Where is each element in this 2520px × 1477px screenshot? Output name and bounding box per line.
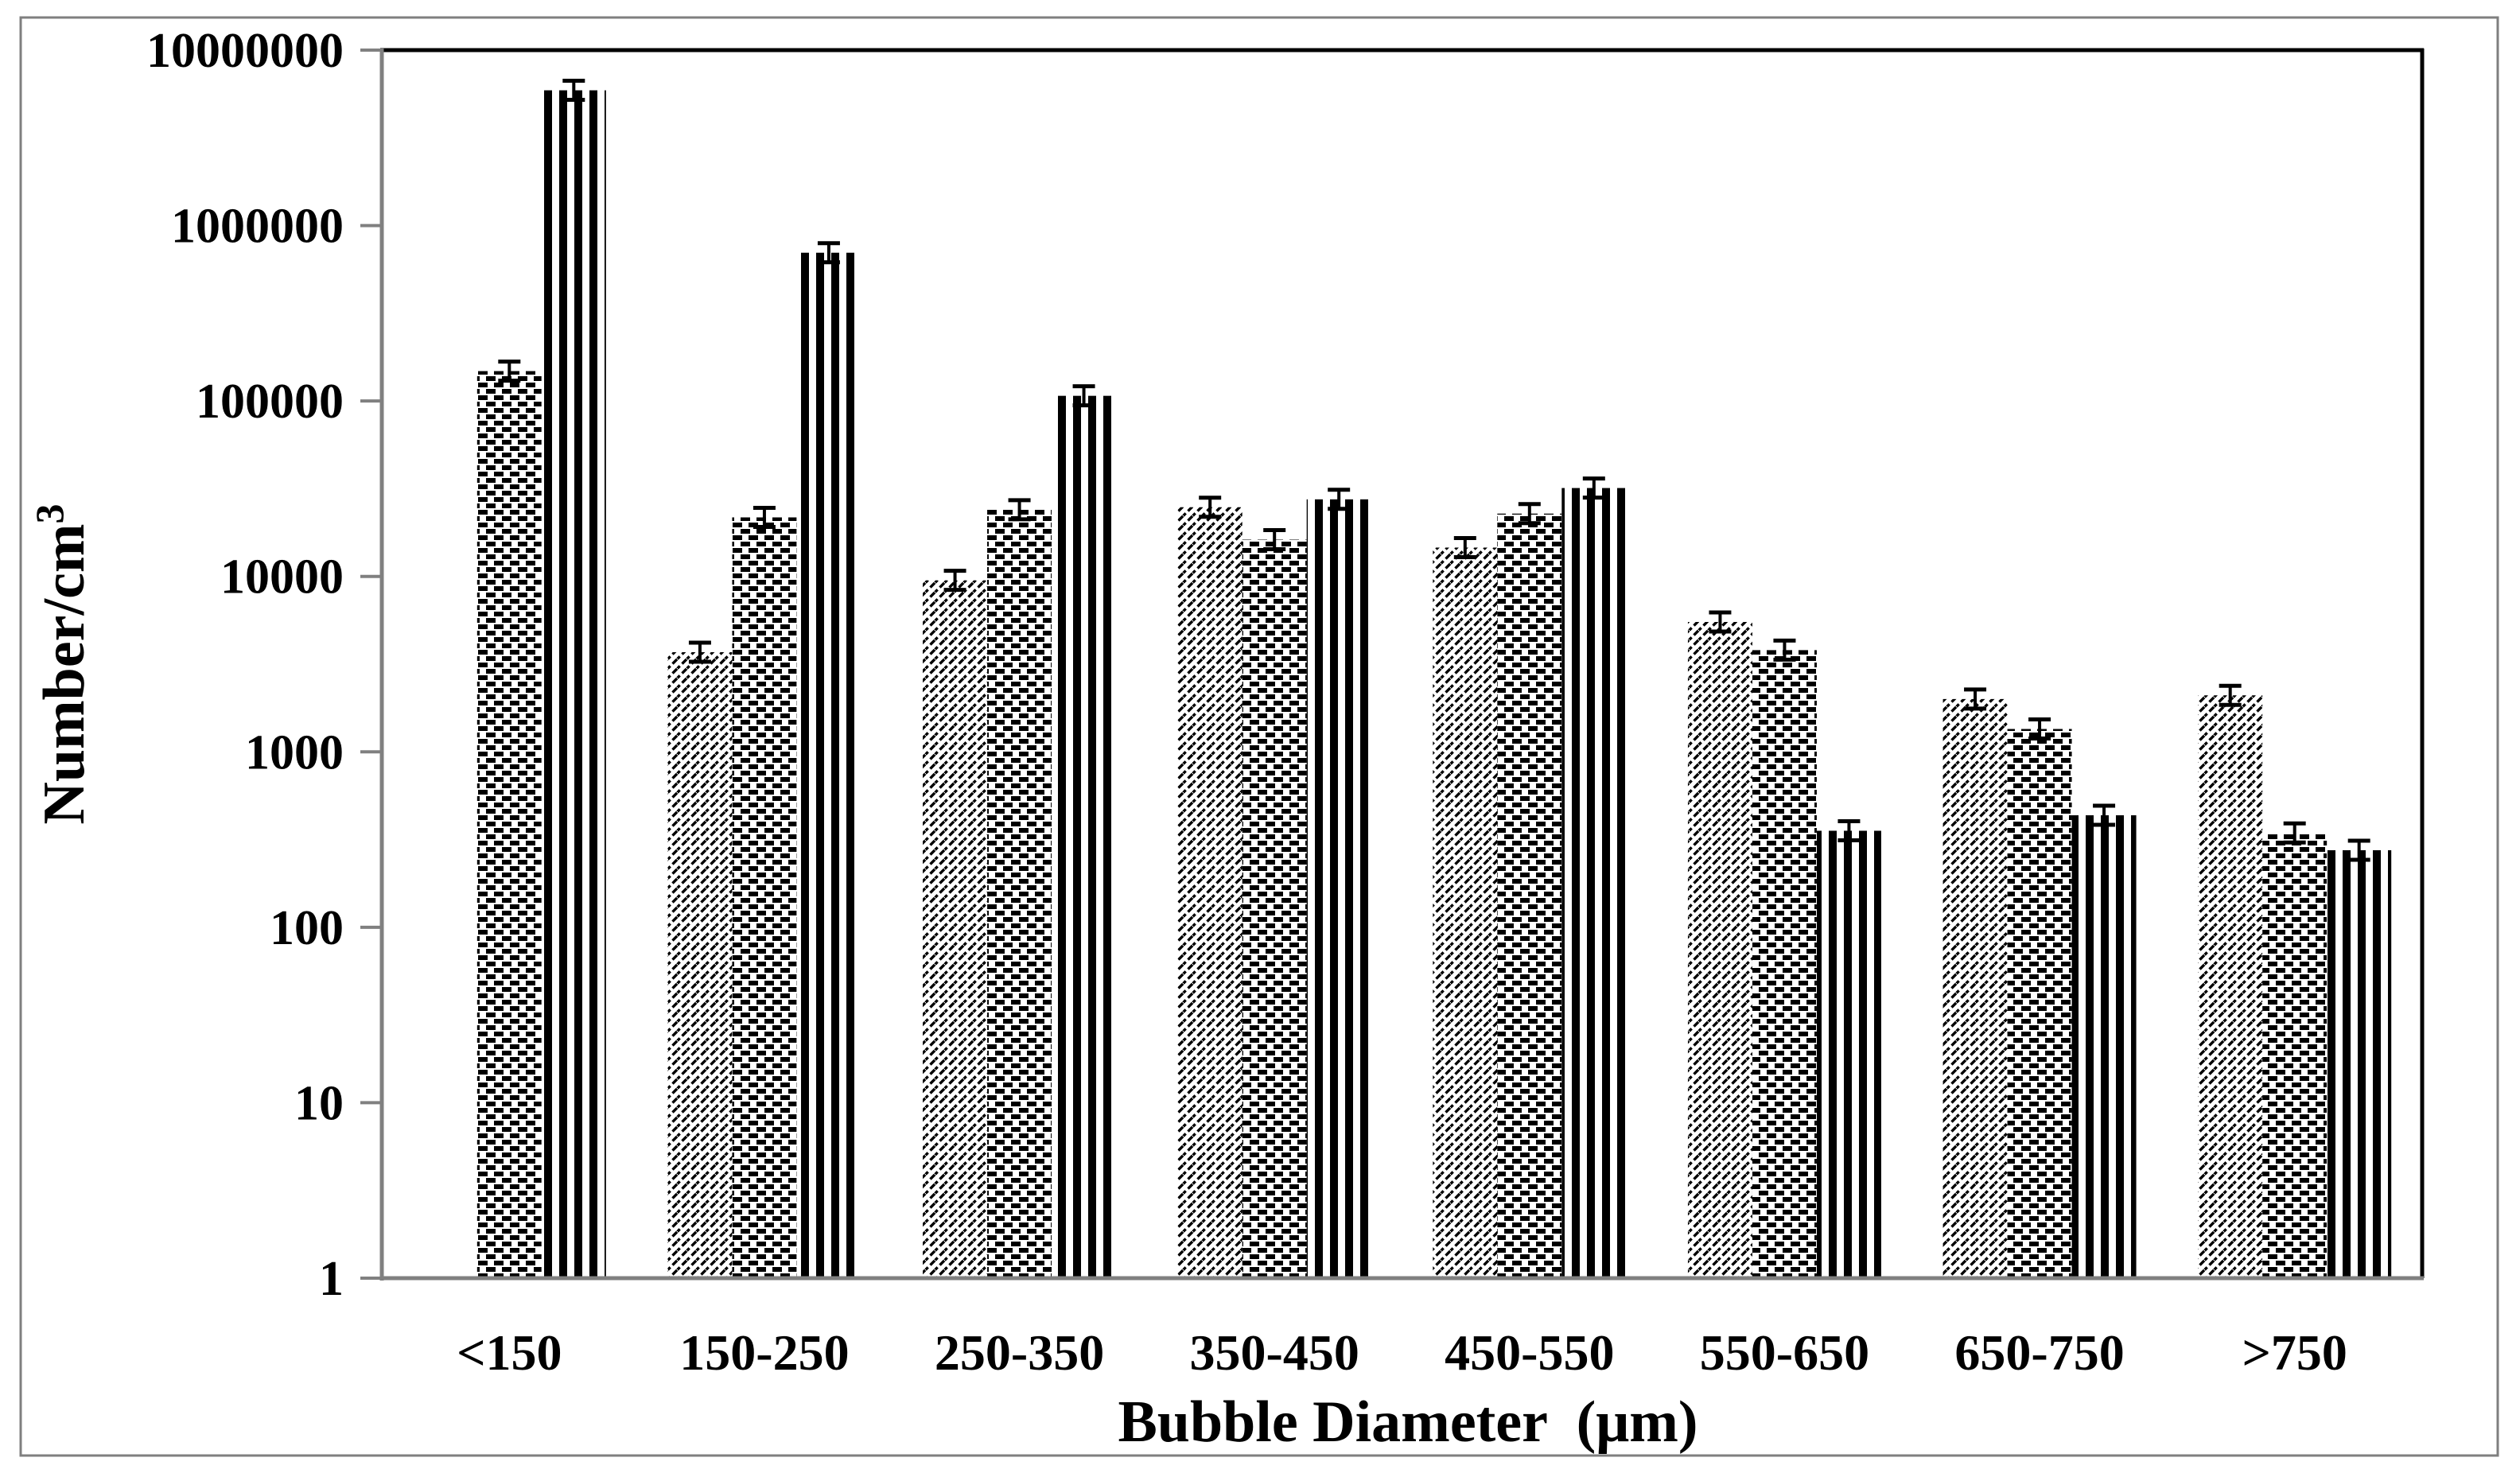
y-axis-title-base: Number/cm <box>32 523 97 824</box>
bar-checkered-350-450 <box>1242 539 1307 1278</box>
x-tick-label: 250-350 <box>935 1324 1104 1381</box>
bar-checkered-<150 <box>476 371 542 1278</box>
x-tick-label: 550-650 <box>1700 1324 1869 1381</box>
bar-vertical-stripes-450-550 <box>1561 488 1627 1278</box>
x-tick-label: 350-450 <box>1190 1324 1359 1381</box>
error-bars-group <box>498 79 2370 862</box>
bar-diagonal-hatch-350-450 <box>1177 507 1242 1278</box>
y-tick-label: 1000000 <box>171 200 344 254</box>
bar-vertical-stripes-650-750 <box>2071 815 2137 1278</box>
bar-checkered-150-250 <box>732 517 797 1278</box>
bar-vertical-stripes-150-250 <box>796 252 861 1278</box>
bar-checkered-650-750 <box>2007 729 2072 1278</box>
bar-diagonal-hatch-250-350 <box>923 580 988 1278</box>
bar-diagonal-hatch-450-550 <box>1433 547 1498 1278</box>
bar-vertical-stripes-<150 <box>541 90 606 1279</box>
bar-diagonal-hatch-650-750 <box>1942 698 2008 1278</box>
figure-border <box>19 16 2499 1457</box>
y-tick-label: 10000000 <box>146 24 344 78</box>
y-tick-label: 10 <box>294 1076 344 1130</box>
bar-vertical-stripes->750 <box>2327 849 2392 1278</box>
y-tick-label: 100000 <box>196 375 344 429</box>
y-axis-title: Number/cm3 <box>27 503 97 824</box>
x-axis-tick-labels: <150 150-250 250-350 350-450 450-550 550-650 6… <box>457 1324 2347 1381</box>
y-axis-ticks <box>360 49 382 1280</box>
x-axis-title: Bubble Diameter (μm) <box>1118 1390 1698 1455</box>
bar-checkered-550-650 <box>1752 650 1817 1278</box>
y-tick-label: 10000 <box>220 550 344 604</box>
bar-checkered->750 <box>2262 833 2328 1278</box>
bar-diagonal-hatch-550-650 <box>1687 621 1752 1278</box>
bar-vertical-stripes-350-450 <box>1306 499 1371 1278</box>
y-tick-label: 100 <box>270 901 344 955</box>
x-tick-label: <150 <box>457 1324 562 1381</box>
x-tick-label: 650-750 <box>1954 1324 2124 1381</box>
x-tick-label: >750 <box>2242 1324 2347 1381</box>
y-tick-label: 1 <box>319 1252 344 1306</box>
bar-diagonal-hatch->750 <box>2198 695 2263 1278</box>
bar-diagonal-hatch-150-250 <box>667 651 733 1278</box>
x-tick-label: 450-550 <box>1445 1324 1614 1381</box>
y-axis-title-superscript: 3 <box>27 503 72 523</box>
y-tick-label: 1000 <box>245 725 344 779</box>
y-axis-tick-labels: 10000000 1000000 100000 10000 1000 100 10 1 <box>146 24 344 1306</box>
bar-checkered-450-550 <box>1497 513 1562 1278</box>
bar-vertical-stripes-550-650 <box>1816 830 1881 1278</box>
bar-checkered-250-350 <box>987 509 1052 1278</box>
bars-group <box>476 90 2392 1279</box>
bar-vertical-stripes-250-350 <box>1052 395 1117 1278</box>
x-tick-label: 150-250 <box>679 1324 849 1381</box>
